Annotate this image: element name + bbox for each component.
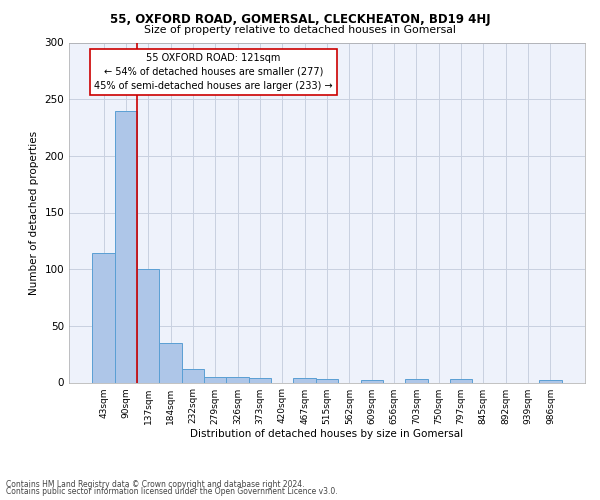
Bar <box>450 379 472 382</box>
Bar <box>361 380 383 382</box>
Y-axis label: Number of detached properties: Number of detached properties <box>29 130 39 294</box>
Bar <box>160 343 182 382</box>
Bar <box>182 369 204 382</box>
Text: 55, OXFORD ROAD, GOMERSAL, CLECKHEATON, BD19 4HJ: 55, OXFORD ROAD, GOMERSAL, CLECKHEATON, … <box>110 12 490 26</box>
Bar <box>293 378 316 382</box>
Bar <box>316 379 338 382</box>
Text: Contains public sector information licensed under the Open Government Licence v3: Contains public sector information licen… <box>6 488 338 496</box>
Bar <box>137 269 160 382</box>
Bar <box>249 378 271 382</box>
Bar <box>405 379 428 382</box>
Bar <box>539 380 562 382</box>
Bar <box>204 377 226 382</box>
X-axis label: Distribution of detached houses by size in Gomersal: Distribution of detached houses by size … <box>190 430 464 440</box>
Bar <box>92 254 115 382</box>
Bar <box>115 110 137 382</box>
Bar <box>226 377 249 382</box>
Text: Size of property relative to detached houses in Gomersal: Size of property relative to detached ho… <box>144 25 456 35</box>
Text: 55 OXFORD ROAD: 121sqm
← 54% of detached houses are smaller (277)
45% of semi-de: 55 OXFORD ROAD: 121sqm ← 54% of detached… <box>94 52 333 90</box>
Text: Contains HM Land Registry data © Crown copyright and database right 2024.: Contains HM Land Registry data © Crown c… <box>6 480 305 489</box>
